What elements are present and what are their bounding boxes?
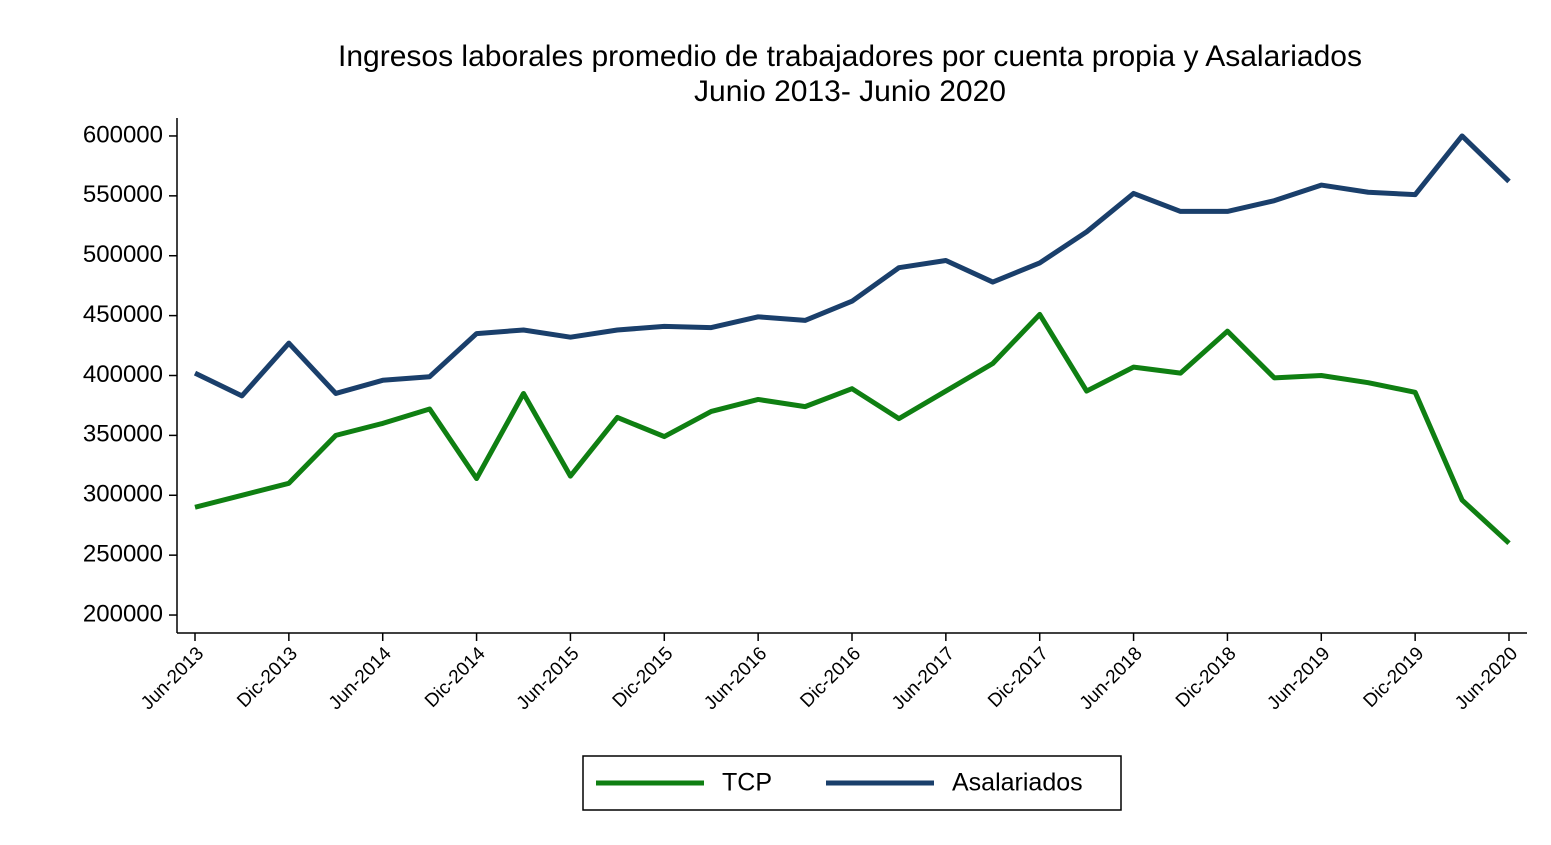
y-tick-label: 300000 — [83, 481, 163, 508]
y-tick-label: 550000 — [83, 181, 163, 208]
y-tick-label: 200000 — [83, 600, 163, 627]
y-tick-label: 450000 — [83, 301, 163, 328]
y-tick-label: 400000 — [83, 361, 163, 388]
y-tick-label: 600000 — [83, 121, 163, 148]
line-series — [194, 311, 1511, 546]
y-tick-label: 350000 — [83, 421, 163, 448]
chart-subtitle: Junio 2013- Junio 2020 — [694, 75, 1006, 108]
legend-label: TCP — [722, 769, 772, 797]
y-tick-label: 500000 — [83, 241, 163, 268]
chart-title: Ingresos laborales promedio de trabajado… — [338, 40, 1362, 73]
y-tick-label: 250000 — [83, 540, 163, 567]
line-series — [193, 133, 1511, 399]
legend-label: Asalariados — [952, 769, 1083, 797]
